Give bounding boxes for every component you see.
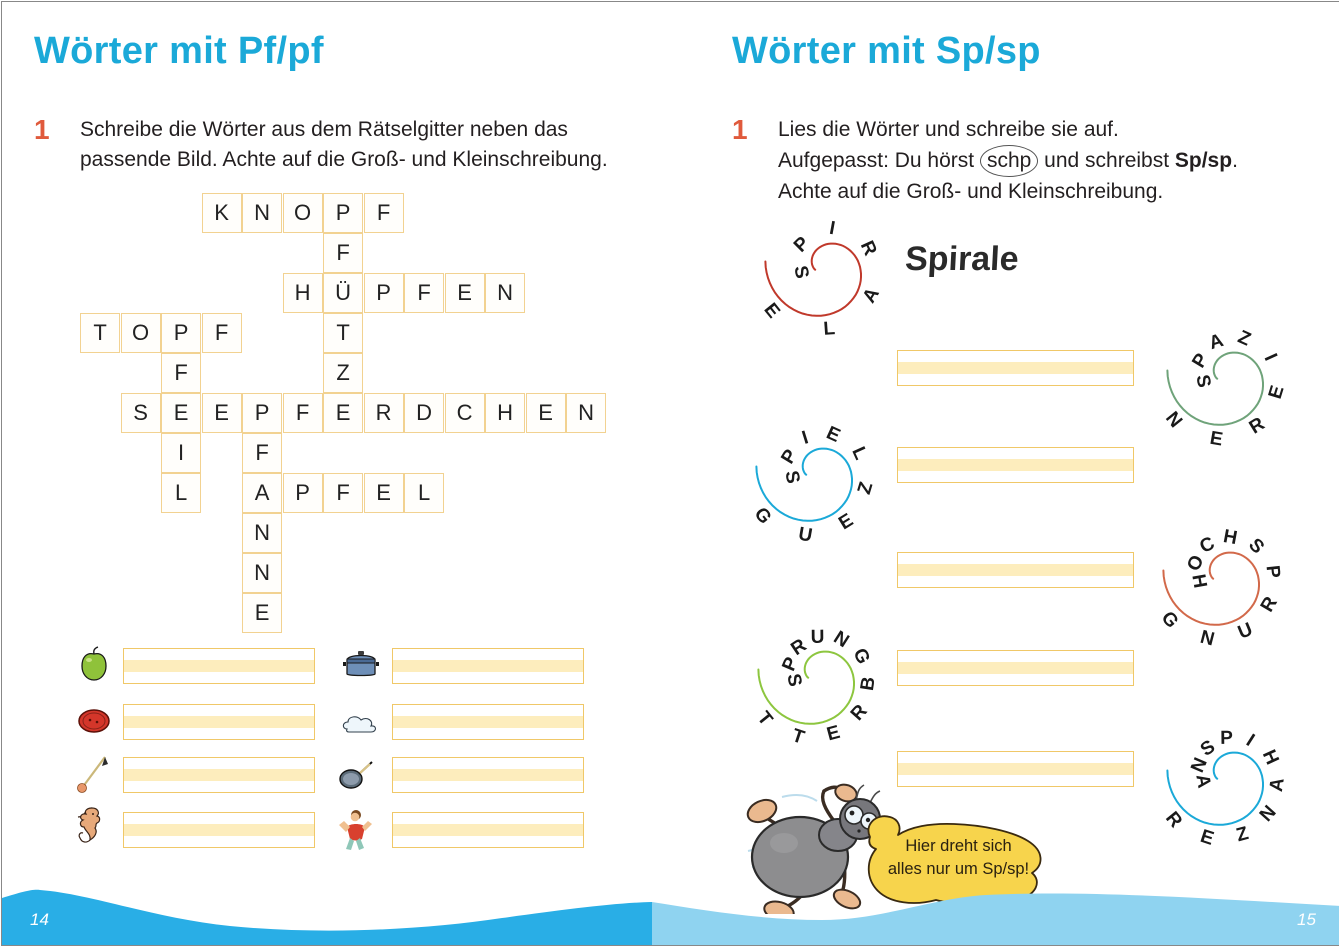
svg-text:Z: Z <box>854 479 878 497</box>
svg-text:N: N <box>1198 627 1217 651</box>
svg-text:A: A <box>1266 776 1289 793</box>
svg-text:R: R <box>855 238 880 259</box>
svg-text:R: R <box>787 635 810 660</box>
svg-text:Z: Z <box>1235 327 1255 351</box>
svg-text:E: E <box>823 422 843 446</box>
svg-text:A: A <box>858 284 883 307</box>
svg-text:H: H <box>1258 747 1283 768</box>
svg-text:T: T <box>789 725 807 749</box>
svg-text:P: P <box>777 446 802 468</box>
svg-text:B: B <box>857 675 880 692</box>
svg-text:T: T <box>753 708 777 731</box>
svg-text:U: U <box>811 627 825 648</box>
svg-text:G: G <box>1157 608 1183 633</box>
svg-text:G: G <box>849 645 874 667</box>
svg-text:C: C <box>1196 533 1218 558</box>
svg-text:R: R <box>1161 808 1186 832</box>
svg-text:L: L <box>847 444 871 464</box>
svg-text:L: L <box>822 318 835 340</box>
svg-text:U: U <box>1235 619 1256 644</box>
svg-text:I: I <box>800 427 811 449</box>
svg-text:S: S <box>1244 535 1268 559</box>
svg-text:I: I <box>1242 730 1258 751</box>
svg-text:E: E <box>1198 826 1217 850</box>
svg-text:E: E <box>759 299 783 322</box>
svg-text:S: S <box>780 469 803 485</box>
svg-text:P: P <box>1262 564 1284 579</box>
svg-text:A: A <box>1207 330 1227 354</box>
svg-text:S: S <box>1191 373 1214 389</box>
svg-text:S: S <box>789 264 812 280</box>
svg-text:S: S <box>1197 736 1219 761</box>
svg-text:G: G <box>750 504 776 529</box>
svg-text:E: E <box>1208 428 1224 451</box>
svg-text:P: P <box>789 233 813 257</box>
svg-text:P: P <box>1188 350 1213 372</box>
svg-text:E: E <box>1265 383 1289 401</box>
svg-text:N: N <box>830 627 853 652</box>
svg-text:I: I <box>827 218 836 240</box>
svg-text:Z: Z <box>1234 823 1251 846</box>
svg-text:S: S <box>782 672 805 688</box>
svg-text:R: R <box>1257 593 1282 616</box>
svg-text:E: E <box>835 510 857 535</box>
svg-text:H: H <box>1187 573 1210 590</box>
svg-text:N: N <box>1256 802 1281 826</box>
svg-text:H: H <box>1222 526 1239 549</box>
svg-text:R: R <box>1246 413 1269 438</box>
svg-text:P: P <box>1220 728 1233 749</box>
svg-text:U: U <box>797 524 814 547</box>
svg-text:R: R <box>847 701 872 725</box>
svg-text:N: N <box>1161 408 1186 432</box>
svg-text:I: I <box>1260 351 1281 364</box>
svg-text:E: E <box>825 722 843 746</box>
